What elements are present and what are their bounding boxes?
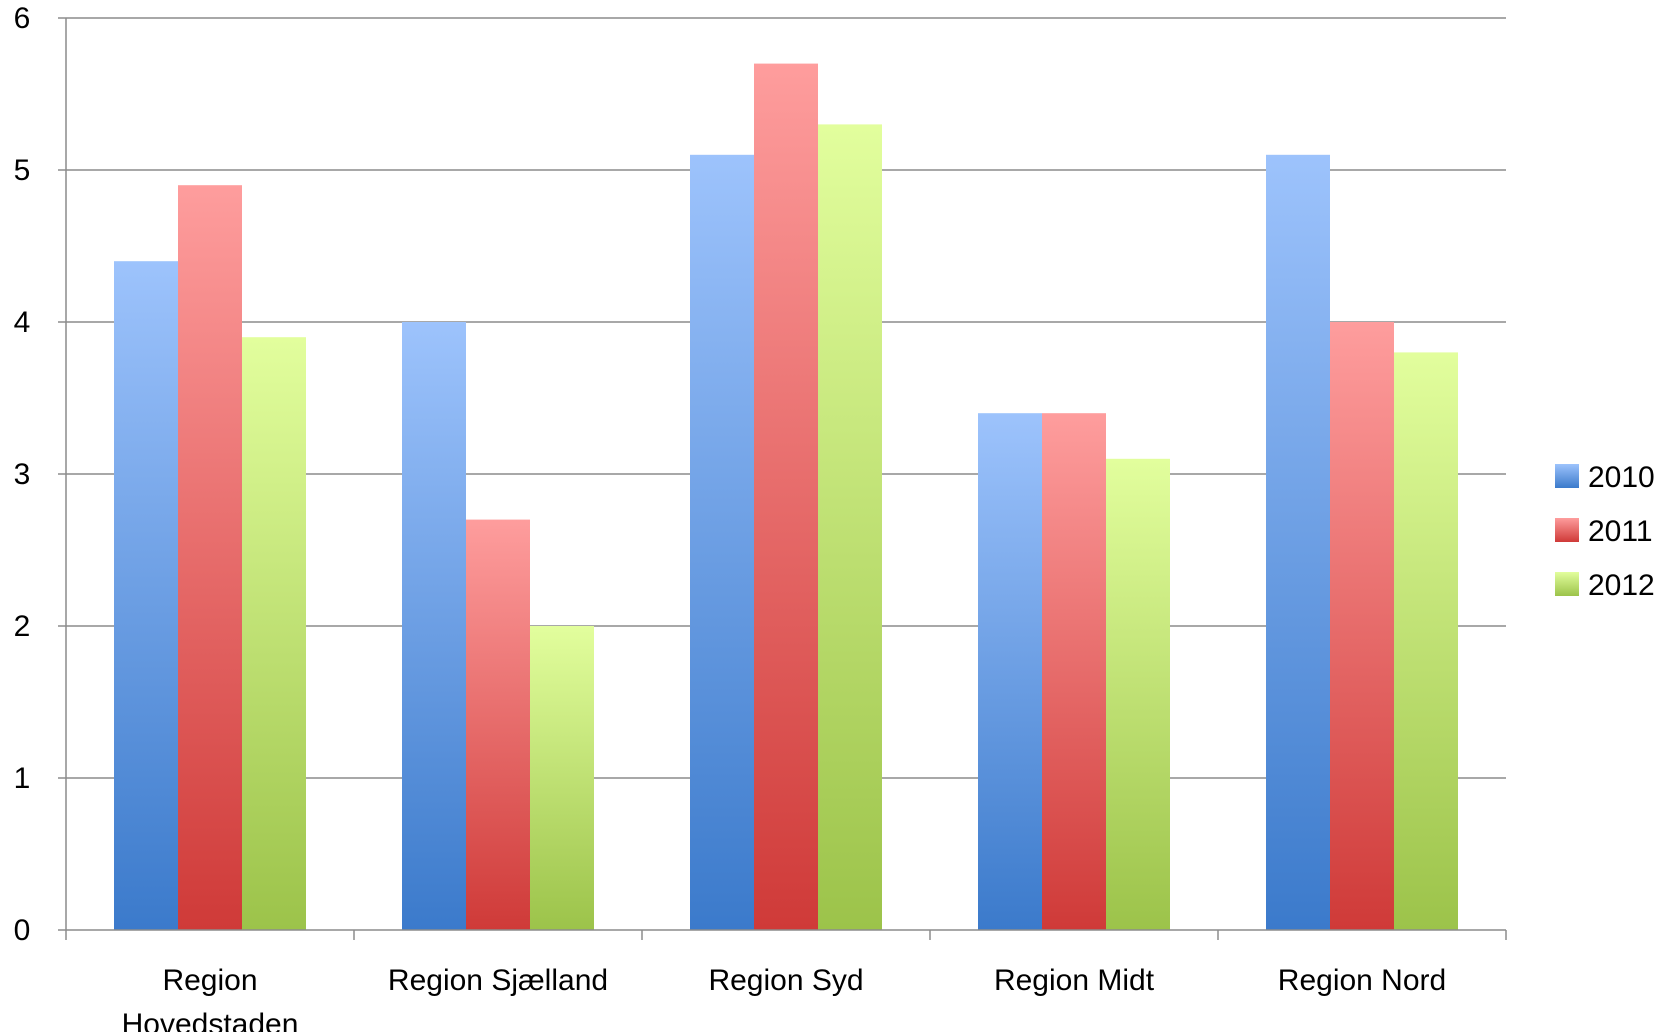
bar-2011 (466, 519, 530, 930)
y-tick-label: 1 (14, 762, 31, 795)
y-tick-label: 0 (14, 914, 31, 947)
bar-2012 (818, 124, 882, 930)
legend-label: 2012 (1588, 569, 1655, 602)
bars (114, 63, 1458, 931)
y-tick-label: 6 (14, 2, 31, 35)
category-label: Region Midt (994, 964, 1155, 997)
bar-2011 (1330, 322, 1394, 930)
x-axis-category-labels: Region Hovedstaden Region Sjælland Region S… (122, 964, 1447, 1032)
legend-item-2010: 2010 (1555, 461, 1655, 494)
bar-2010 (402, 322, 466, 930)
bar-2010 (690, 154, 754, 931)
bar-2012 (1106, 458, 1170, 930)
y-tick-label: 2 (14, 610, 31, 643)
legend-label: 2011 (1588, 515, 1653, 548)
legend: 2010 2011 2012 (1555, 461, 1655, 602)
category-label: Region Syd (708, 964, 863, 997)
bar-2012 (1394, 352, 1458, 930)
category-label: Region Sjælland (388, 964, 608, 997)
y-axis-tick-labels: 0 1 2 3 4 5 6 (14, 2, 31, 947)
y-tick-label: 3 (14, 458, 31, 491)
bar-2011 (1042, 413, 1106, 930)
category-label: Region (162, 964, 257, 997)
bar-2011 (178, 185, 242, 930)
y-tick-label: 5 (14, 154, 31, 187)
legend-swatch (1555, 518, 1579, 542)
legend-item-2011: 2011 (1555, 515, 1653, 548)
bar-2012 (530, 626, 594, 930)
bar-2011 (754, 63, 818, 931)
bar-2010 (1266, 154, 1330, 931)
category-label: Region Nord (1278, 964, 1446, 997)
legend-item-2012: 2012 (1555, 569, 1655, 602)
legend-swatch (1555, 572, 1579, 596)
y-tick-label: 4 (14, 306, 31, 339)
axes (58, 17, 1507, 940)
bar-2012 (242, 337, 306, 930)
category-label: Hovedstaden (122, 1008, 299, 1032)
bar-2010 (978, 413, 1042, 930)
legend-label: 2010 (1588, 461, 1655, 494)
bar-2010 (114, 261, 178, 930)
legend-swatch (1555, 464, 1579, 488)
